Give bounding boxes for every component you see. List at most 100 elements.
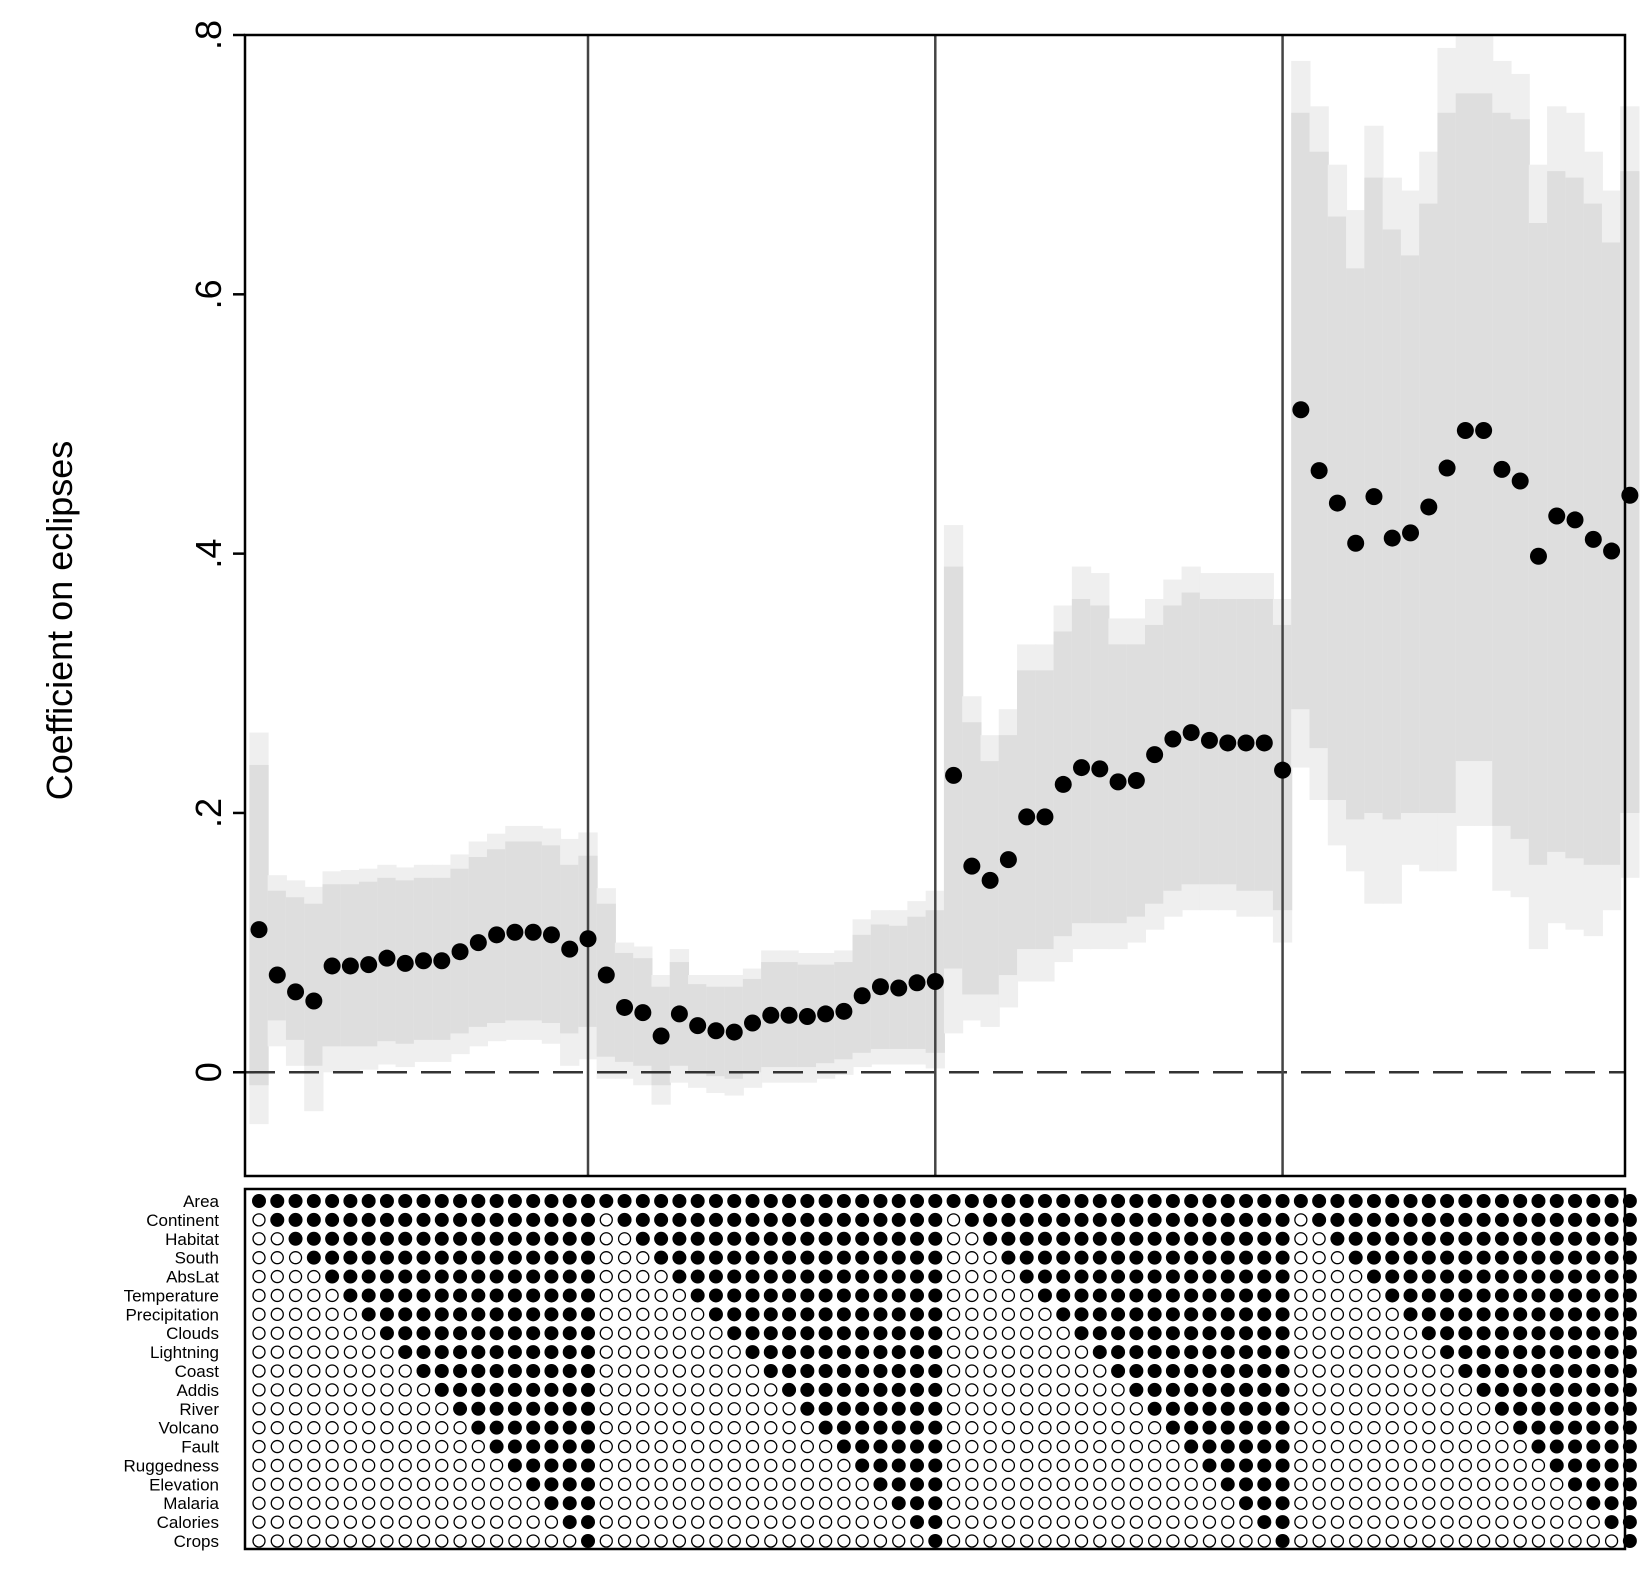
coefficient-point	[323, 957, 341, 975]
control-excluded-dot	[435, 1534, 449, 1548]
control-excluded-dot	[599, 1269, 613, 1284]
control-included-dot	[672, 1231, 687, 1246]
control-excluded-dot	[965, 1477, 979, 1491]
control-included-dot	[325, 1250, 340, 1265]
control-included-dot	[343, 1231, 358, 1246]
coefficient-point	[524, 923, 542, 941]
control-excluded-dot	[362, 1421, 376, 1435]
control-included-dot	[1568, 1382, 1583, 1397]
control-included-dot	[1257, 1288, 1272, 1303]
control-excluded-dot	[946, 1364, 961, 1378]
control-included-dot	[1568, 1212, 1583, 1227]
control-excluded-dot	[270, 1288, 284, 1303]
control-excluded-dot	[362, 1326, 376, 1340]
control-excluded-dot	[636, 1458, 650, 1473]
control-excluded-dot	[1385, 1458, 1399, 1473]
control-excluded-dot	[270, 1515, 284, 1529]
control-excluded-dot	[764, 1477, 778, 1491]
control-included-dot	[1275, 1496, 1290, 1511]
control-excluded-dot	[380, 1458, 394, 1473]
control-included-dot	[1257, 1496, 1272, 1511]
control-excluded-dot	[983, 1288, 997, 1303]
control-included-dot	[1147, 1307, 1162, 1322]
control-included-dot	[836, 1439, 851, 1454]
control-excluded-dot	[1001, 1477, 1016, 1491]
control-excluded-dot	[307, 1439, 321, 1454]
control-excluded-dot	[617, 1269, 632, 1284]
control-included-dot	[361, 1307, 376, 1322]
control-included-dot	[1129, 1345, 1144, 1360]
control-included-dot	[836, 1326, 851, 1341]
control-included-dot	[343, 1194, 358, 1208]
control-excluded-dot	[362, 1458, 376, 1473]
control-excluded-dot	[1074, 1345, 1089, 1359]
control-excluded-dot	[489, 1458, 504, 1473]
coefficient-point	[634, 1004, 652, 1022]
control-excluded-dot	[1385, 1364, 1399, 1378]
control-included-dot	[544, 1439, 559, 1454]
control-included-dot	[1074, 1194, 1089, 1208]
control-excluded-dot	[325, 1383, 339, 1397]
control-included-dot	[983, 1212, 998, 1227]
control-included-dot	[562, 1439, 577, 1454]
control-included-dot	[1549, 1212, 1564, 1227]
control-included-dot	[1604, 1401, 1619, 1416]
control-excluded-dot	[1312, 1232, 1326, 1246]
control-excluded-dot	[617, 1251, 632, 1265]
control-included-dot	[1239, 1307, 1254, 1322]
control-excluded-dot	[1403, 1421, 1418, 1435]
control-excluded-dot	[1440, 1439, 1454, 1454]
control-excluded-dot	[1440, 1515, 1454, 1529]
control-excluded-dot	[252, 1439, 266, 1454]
control-included-dot	[708, 1269, 723, 1284]
control-included-dot	[434, 1269, 449, 1284]
control-included-dot	[818, 1250, 833, 1265]
control-included-dot	[1440, 1326, 1455, 1341]
control-excluded-dot	[1422, 1458, 1436, 1473]
control-excluded-dot	[672, 1496, 687, 1510]
control-excluded-dot	[435, 1458, 449, 1473]
control-included-dot	[1549, 1458, 1564, 1473]
control-label: Temperature	[124, 1286, 219, 1305]
control-excluded-dot	[1330, 1251, 1345, 1265]
control-included-dot	[1494, 1250, 1509, 1265]
control-excluded-dot	[636, 1496, 650, 1510]
control-excluded-dot	[1495, 1477, 1509, 1491]
control-excluded-dot	[1093, 1439, 1107, 1454]
control-included-dot	[782, 1194, 797, 1208]
control-excluded-dot	[1349, 1288, 1363, 1303]
control-included-dot	[1275, 1364, 1290, 1378]
control-included-dot	[1202, 1420, 1217, 1435]
control-included-dot	[1476, 1364, 1491, 1378]
control-included-dot	[928, 1269, 943, 1284]
control-excluded-dot	[1294, 1345, 1308, 1359]
control-included-dot	[1385, 1194, 1400, 1208]
coefficient-point	[1328, 494, 1346, 512]
control-included-dot	[1092, 1194, 1107, 1208]
control-included-dot	[910, 1250, 925, 1265]
control-excluded-dot	[288, 1402, 303, 1416]
control-excluded-dot	[983, 1515, 997, 1529]
control-included-dot	[581, 1401, 596, 1416]
control-included-dot	[1568, 1250, 1583, 1265]
control-excluded-dot	[1074, 1364, 1089, 1378]
control-included-dot	[910, 1382, 925, 1397]
control-included-dot	[818, 1382, 833, 1397]
control-excluded-dot	[1294, 1232, 1308, 1246]
control-included-dot	[635, 1194, 650, 1208]
ci-inner-bar	[1144, 624, 1165, 904]
control-included-dot	[361, 1269, 376, 1284]
control-included-dot	[507, 1382, 522, 1397]
control-included-dot	[1092, 1212, 1107, 1227]
control-excluded-dot	[672, 1515, 687, 1529]
control-excluded-dot	[270, 1326, 284, 1340]
control-included-dot	[1604, 1345, 1619, 1360]
control-excluded-dot	[1330, 1345, 1345, 1359]
control-excluded-dot	[1568, 1496, 1582, 1510]
control-included-dot	[1440, 1250, 1455, 1265]
control-excluded-dot	[782, 1421, 796, 1435]
control-excluded-dot	[325, 1515, 339, 1529]
control-excluded-dot	[1056, 1345, 1070, 1359]
control-included-dot	[1476, 1326, 1491, 1341]
control-included-dot	[1622, 1401, 1637, 1416]
